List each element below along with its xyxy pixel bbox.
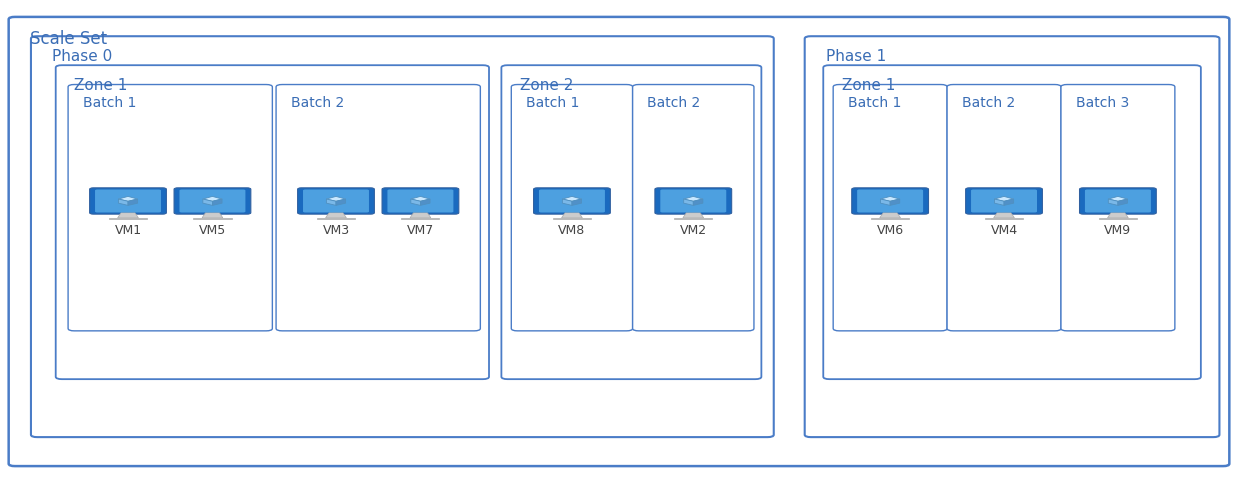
Polygon shape (118, 213, 139, 218)
Text: Zone 1: Zone 1 (74, 78, 128, 93)
Polygon shape (572, 199, 582, 205)
Text: VM8: VM8 (558, 224, 586, 237)
Polygon shape (890, 199, 900, 205)
Polygon shape (203, 197, 222, 201)
Polygon shape (562, 199, 572, 205)
FancyBboxPatch shape (89, 188, 166, 214)
Polygon shape (410, 213, 431, 218)
FancyBboxPatch shape (297, 188, 374, 214)
FancyBboxPatch shape (383, 188, 459, 214)
Text: Batch 2: Batch 2 (291, 96, 344, 110)
Polygon shape (994, 199, 1004, 205)
Polygon shape (1108, 213, 1128, 218)
Text: Batch 1: Batch 1 (83, 96, 136, 110)
FancyBboxPatch shape (1061, 85, 1175, 331)
Polygon shape (683, 197, 703, 201)
Polygon shape (1118, 199, 1128, 205)
FancyBboxPatch shape (180, 189, 245, 213)
FancyBboxPatch shape (56, 65, 489, 379)
Bar (401, 218, 439, 219)
FancyBboxPatch shape (534, 188, 610, 214)
Text: VM9: VM9 (1104, 224, 1132, 237)
Text: Batch 2: Batch 2 (647, 96, 701, 110)
Bar (193, 218, 232, 219)
FancyBboxPatch shape (68, 85, 272, 331)
Text: VM7: VM7 (407, 224, 435, 237)
Polygon shape (683, 199, 693, 205)
Polygon shape (213, 199, 222, 205)
Text: Batch 1: Batch 1 (848, 96, 901, 110)
Polygon shape (880, 197, 900, 201)
Bar (675, 218, 712, 219)
Text: VM3: VM3 (322, 224, 349, 237)
Bar (109, 218, 147, 219)
Polygon shape (203, 199, 213, 205)
Polygon shape (994, 197, 1014, 201)
FancyBboxPatch shape (276, 85, 480, 331)
FancyBboxPatch shape (857, 189, 924, 213)
FancyBboxPatch shape (9, 17, 1229, 466)
FancyBboxPatch shape (501, 65, 761, 379)
FancyBboxPatch shape (539, 189, 605, 213)
FancyBboxPatch shape (805, 36, 1219, 437)
Bar (1099, 218, 1136, 219)
Polygon shape (683, 213, 703, 218)
FancyBboxPatch shape (303, 189, 369, 213)
Polygon shape (994, 213, 1014, 218)
Bar (553, 218, 591, 219)
Polygon shape (880, 199, 890, 205)
FancyBboxPatch shape (660, 189, 727, 213)
Polygon shape (1108, 197, 1128, 201)
Bar (985, 218, 1023, 219)
Polygon shape (693, 199, 703, 205)
FancyBboxPatch shape (95, 189, 161, 213)
FancyBboxPatch shape (823, 65, 1201, 379)
Text: Zone 2: Zone 2 (520, 78, 573, 93)
Polygon shape (562, 197, 582, 201)
Bar (317, 218, 355, 219)
FancyBboxPatch shape (633, 85, 754, 331)
FancyBboxPatch shape (175, 188, 251, 214)
Polygon shape (411, 199, 421, 205)
Text: Zone 1: Zone 1 (842, 78, 895, 93)
Text: Phase 1: Phase 1 (826, 49, 886, 64)
Polygon shape (562, 213, 582, 218)
FancyBboxPatch shape (947, 85, 1061, 331)
FancyBboxPatch shape (655, 188, 732, 214)
Polygon shape (335, 199, 345, 205)
Polygon shape (411, 197, 430, 201)
Polygon shape (421, 199, 430, 205)
Polygon shape (1004, 199, 1014, 205)
FancyBboxPatch shape (1084, 189, 1151, 213)
Text: Scale Set: Scale Set (30, 30, 106, 48)
FancyBboxPatch shape (511, 85, 633, 331)
FancyBboxPatch shape (833, 85, 947, 331)
FancyBboxPatch shape (387, 189, 453, 213)
FancyBboxPatch shape (971, 189, 1037, 213)
Text: VM6: VM6 (877, 224, 904, 237)
Polygon shape (327, 199, 335, 205)
Polygon shape (326, 213, 347, 218)
Polygon shape (880, 213, 900, 218)
Polygon shape (128, 199, 137, 205)
Polygon shape (1108, 199, 1118, 205)
Text: Phase 0: Phase 0 (52, 49, 113, 64)
Polygon shape (119, 199, 128, 205)
Text: Batch 2: Batch 2 (962, 96, 1015, 110)
Text: VM2: VM2 (680, 224, 707, 237)
Polygon shape (119, 197, 137, 201)
Text: VM1: VM1 (114, 224, 141, 237)
Text: Batch 1: Batch 1 (526, 96, 579, 110)
FancyBboxPatch shape (1080, 188, 1156, 214)
Bar (872, 218, 909, 219)
Polygon shape (202, 213, 223, 218)
FancyBboxPatch shape (966, 188, 1042, 214)
Text: VM5: VM5 (199, 224, 227, 237)
FancyBboxPatch shape (852, 188, 928, 214)
Polygon shape (327, 197, 345, 201)
Text: VM4: VM4 (990, 224, 1018, 237)
FancyBboxPatch shape (31, 36, 774, 437)
Text: Batch 3: Batch 3 (1076, 96, 1129, 110)
